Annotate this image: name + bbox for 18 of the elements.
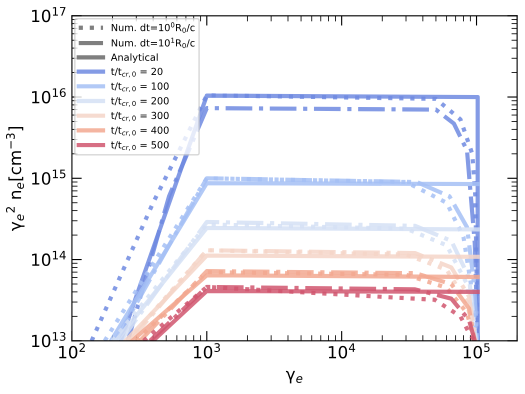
y-tick-label: 10$^{16}$ [32, 88, 66, 104]
legend-label: t/t$_{cr,0}$ = 200 [111, 97, 169, 107]
x-tick-label: 10$^{4}$ [328, 343, 356, 358]
legend-label: t/t$_{cr,0}$ = 500 [111, 141, 169, 151]
y-axis-title: γ$_{e}$$^{2}$ n$_{e}$[cm$^{−3}$] [6, 126, 25, 231]
annotation: Analytical [110, 53, 158, 63]
legend-label: t/t$_{cr,0}$ = 100 [111, 82, 169, 92]
annotation: Num. dt=10$^{1}$R$_{0}$/c [112, 38, 195, 48]
legend-label: t/t$_{cr,0}$ = 20 [111, 68, 162, 78]
y-tick-label: 10$^{14}$ [32, 250, 66, 266]
y-tick-label: 10$^{15}$ [32, 170, 66, 185]
y-tick-label: 10$^{17}$ [32, 7, 66, 22]
legend-label: t/t$_{cr,0}$ = 400 [111, 126, 169, 136]
legend-label: t/t$_{cr,0}$ = 300 [111, 112, 169, 122]
annotation: Num. dt=10$^{0}$R$_{0}$/c [112, 22, 195, 33]
x-tick-label: 10$^{3}$ [194, 343, 220, 358]
x-axis-title: γ$_{e}$ [286, 370, 302, 384]
x-tick-label: 10$^{5}$ [464, 343, 490, 358]
